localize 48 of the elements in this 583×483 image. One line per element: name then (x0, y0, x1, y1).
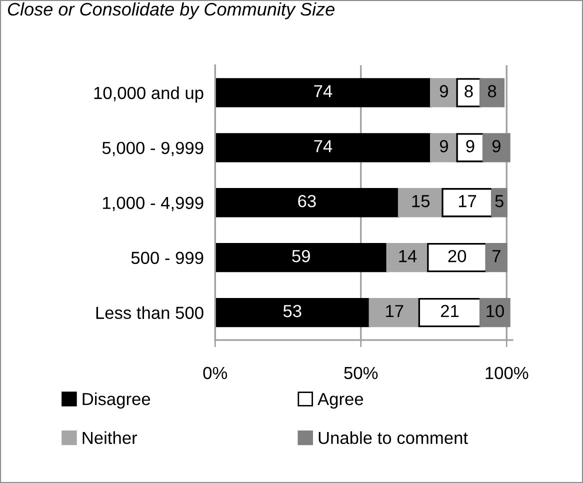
bar (491, 188, 508, 218)
bar (368, 298, 420, 328)
x-tick-label: 0% (203, 366, 228, 380)
bar (215, 243, 388, 272)
data-label: 53 (283, 304, 302, 318)
data-label: 74 (314, 85, 332, 98)
y-tick-label: 5,000 - 9,999 (102, 142, 204, 156)
y-tick-label: 1,000 - 4,999 (103, 196, 204, 212)
bar (485, 243, 508, 272)
bar (482, 133, 510, 162)
data-label: 8 (464, 85, 473, 98)
data-label: 63 (298, 194, 316, 208)
legend-label: Neither (82, 431, 138, 444)
y-tick-label: 10,000 and up (94, 86, 204, 103)
bar (480, 298, 510, 328)
legend-label: Agree (318, 393, 364, 409)
data-label: 9 (440, 85, 448, 98)
legend-label: Disagree (82, 392, 150, 409)
data-label: 9 (440, 140, 448, 152)
bar (480, 78, 505, 108)
data-label: 59 (292, 250, 310, 262)
bar (215, 298, 370, 328)
y-tick-label: 500 - 999 (131, 252, 204, 264)
chart-title: Close or Consolidate by Community Size (8, 2, 334, 20)
data-label: 21 (441, 304, 459, 318)
bar (215, 78, 432, 108)
data-label: 17 (458, 195, 476, 208)
data-label: 20 (448, 250, 466, 262)
x-tick-label: 100% (486, 366, 528, 380)
data-label: 9 (466, 140, 474, 152)
bar (215, 133, 432, 162)
data-label: 5 (495, 195, 504, 208)
x-tick-label: 50% (344, 366, 378, 380)
bar (398, 188, 444, 218)
y-tick-label: Less than 500 (96, 306, 204, 320)
data-label: 15 (412, 195, 430, 208)
data-label: 9 (492, 140, 500, 152)
bar (215, 188, 400, 218)
data-label: 14 (399, 250, 417, 262)
data-label: 8 (488, 85, 496, 98)
bar (418, 298, 482, 328)
legend-label: Unable to comment (318, 431, 468, 444)
bar (442, 188, 493, 218)
data-label: 7 (492, 250, 500, 262)
bar (427, 243, 488, 272)
data-label: 10 (486, 304, 504, 318)
data-label: 17 (386, 305, 404, 318)
data-label: 74 (314, 140, 332, 152)
